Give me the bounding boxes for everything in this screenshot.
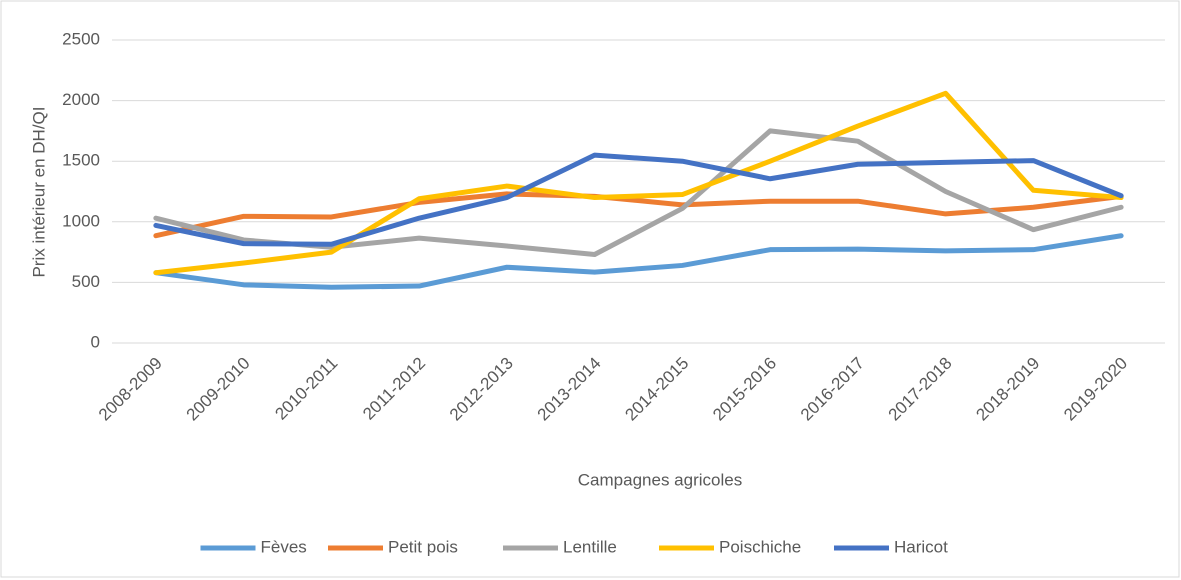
- series-line: [153, 90, 1124, 276]
- legend-label: Fèves: [261, 537, 307, 556]
- legend-label: Petit pois: [388, 537, 458, 556]
- y-tick-label: 0: [91, 332, 100, 351]
- y-tick-label: 500: [72, 272, 100, 291]
- legend-label: Poischiche: [719, 537, 801, 556]
- legend-label: Haricot: [894, 537, 948, 556]
- x-axis-title: Campagnes agricoles: [578, 470, 742, 489]
- series-line: [153, 233, 1124, 290]
- series-line: [153, 191, 1124, 239]
- y-tick-label: 1500: [62, 151, 100, 170]
- y-tick-label: 2000: [62, 90, 100, 109]
- series-line: [153, 152, 1124, 247]
- legend-label: Lentille: [563, 537, 617, 556]
- y-tick-label: 1000: [62, 211, 100, 230]
- y-tick-label: 2500: [62, 29, 100, 48]
- y-axis-title: Prix intérieur en DH/QI: [29, 107, 48, 278]
